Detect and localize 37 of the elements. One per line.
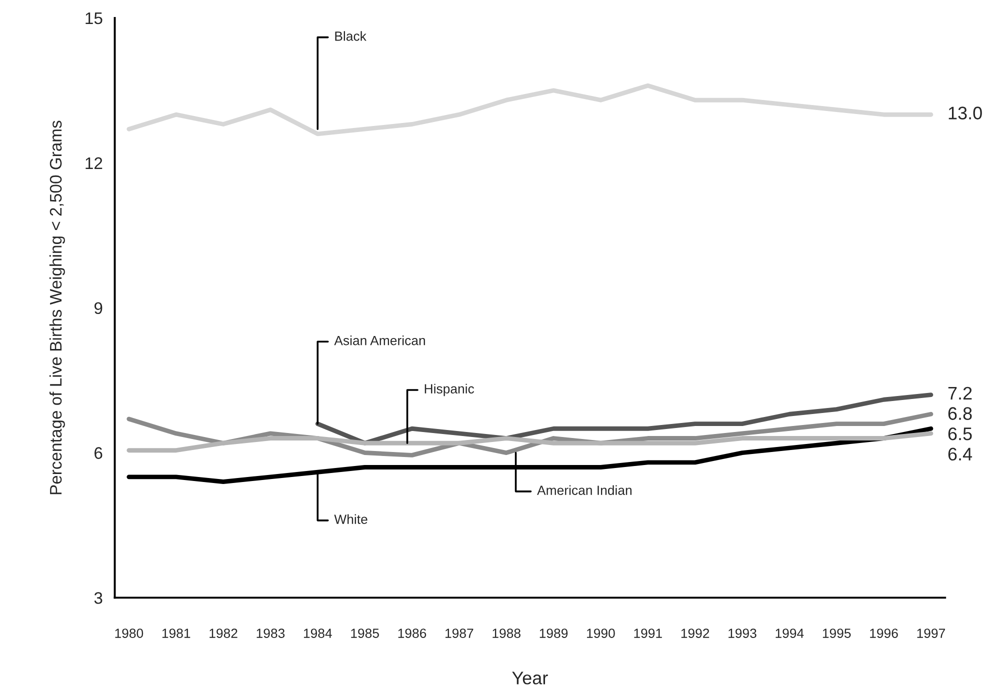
- data-label: 6.4: [948, 448, 972, 461]
- x-tick-label: 1983: [256, 628, 285, 638]
- annotation: Hispanic: [424, 384, 474, 396]
- line-series: [126, 431, 934, 453]
- x-tick-label: 1995: [822, 628, 851, 638]
- y-tick-label: 9: [94, 302, 102, 314]
- x-tick-label: 1986: [398, 628, 426, 638]
- data-label: 7.2: [948, 386, 972, 400]
- x-tick-label: 1991: [634, 628, 662, 638]
- annotation: Black: [335, 31, 366, 41]
- annotation: Asian American: [334, 336, 425, 346]
- x-axis-title: Year: [512, 672, 548, 684]
- x-tick-label: 1981: [162, 628, 190, 638]
- x-tick-label: 1982: [210, 628, 238, 638]
- x-tick-label: 1989: [540, 628, 568, 638]
- y-axis-title: Percentage of Live Births Weighing < 2,500 Grams: [49, 120, 65, 494]
- data-label: 6.5: [948, 427, 972, 440]
- y-tick-label: 12: [86, 157, 102, 169]
- data-label: 6.8: [948, 407, 972, 420]
- annotation: White: [334, 514, 368, 524]
- data-label: 13.0: [948, 106, 982, 120]
- x-tick-label: 1985: [351, 628, 379, 638]
- y-tick-label: 6: [94, 447, 102, 459]
- line-series: [126, 83, 934, 136]
- x-tick-label: 1994: [776, 628, 804, 638]
- x-tick-label: 1992: [681, 628, 710, 638]
- x-tick-label: 1984: [304, 628, 332, 638]
- x-tick-label: 1993: [728, 628, 756, 638]
- x-tick-label: 1988: [492, 628, 520, 638]
- x-tick-label: 1987: [446, 628, 474, 638]
- x-tick-label: 1980: [115, 628, 144, 638]
- annotation: American Indian: [537, 485, 632, 495]
- x-tick-label: 1996: [870, 628, 898, 638]
- x-tick-label: 1990: [587, 628, 615, 638]
- x-tick-label: 1997: [917, 628, 945, 638]
- y-tick-label: 15: [86, 12, 102, 24]
- y-tick-label: 3: [94, 592, 102, 604]
